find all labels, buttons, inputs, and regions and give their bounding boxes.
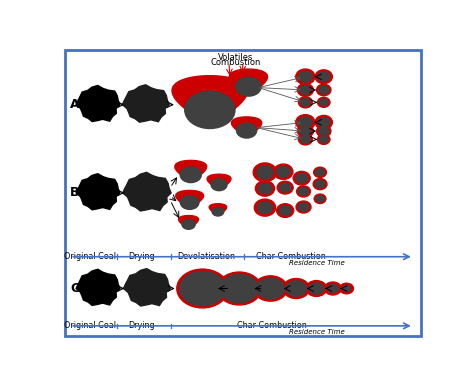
Ellipse shape [180,167,201,183]
Text: Char Combustion: Char Combustion [237,321,307,330]
Circle shape [296,173,308,183]
Circle shape [253,163,277,182]
Circle shape [318,118,330,127]
Text: Char Combustion: Char Combustion [256,252,326,261]
Ellipse shape [220,274,258,303]
Circle shape [317,125,331,137]
Ellipse shape [185,91,235,128]
Ellipse shape [286,281,307,296]
Circle shape [277,181,293,194]
Circle shape [299,134,312,145]
Circle shape [314,167,327,177]
Text: Original Coal: Original Coal [64,321,117,330]
Text: Drying: Drying [128,321,155,330]
Circle shape [257,166,273,179]
Ellipse shape [256,278,284,299]
Polygon shape [122,85,169,122]
Ellipse shape [182,220,195,229]
Ellipse shape [217,272,261,305]
Text: A: A [70,98,80,111]
Circle shape [319,99,328,106]
Circle shape [258,183,272,194]
Text: Combustion: Combustion [210,58,261,67]
Ellipse shape [237,123,256,138]
Ellipse shape [339,283,354,294]
Ellipse shape [343,286,351,291]
Polygon shape [179,215,199,227]
Circle shape [316,169,325,176]
Polygon shape [209,204,227,214]
Text: Original Coal: Original Coal [64,252,117,261]
Circle shape [255,199,275,216]
Circle shape [296,201,311,213]
Ellipse shape [309,283,324,294]
Polygon shape [76,86,120,121]
Polygon shape [172,76,248,121]
Circle shape [297,186,310,197]
Ellipse shape [177,269,228,308]
Circle shape [300,127,311,136]
Ellipse shape [254,276,287,301]
Circle shape [315,115,332,129]
Circle shape [313,178,327,189]
Ellipse shape [211,179,227,191]
Polygon shape [231,117,262,135]
Circle shape [319,86,328,94]
Circle shape [297,125,313,138]
Circle shape [299,71,312,82]
Circle shape [274,164,293,180]
Circle shape [299,97,312,108]
Text: B: B [70,186,80,199]
Text: Residence Time: Residence Time [289,329,344,335]
Text: Devolatisation: Devolatisation [177,252,235,261]
Circle shape [301,136,310,143]
Circle shape [293,172,310,185]
Ellipse shape [306,280,327,296]
Text: Residence Time: Residence Time [289,260,344,266]
Circle shape [318,97,330,107]
Text: Volatiles: Volatiles [218,53,253,62]
Circle shape [301,99,310,106]
Circle shape [280,183,291,192]
Polygon shape [176,190,204,207]
Ellipse shape [325,282,341,295]
Text: Drying: Drying [128,252,155,261]
Circle shape [255,181,274,196]
Ellipse shape [180,272,225,306]
Circle shape [315,70,332,84]
Ellipse shape [328,284,338,293]
Circle shape [319,136,328,143]
Polygon shape [76,269,120,305]
Circle shape [319,127,328,135]
Circle shape [258,202,272,214]
Circle shape [300,86,311,94]
Circle shape [299,188,308,195]
Ellipse shape [212,207,224,216]
Polygon shape [76,174,120,210]
Circle shape [317,84,331,96]
Circle shape [297,84,313,96]
Polygon shape [123,172,171,211]
Polygon shape [123,269,170,306]
Ellipse shape [181,196,199,209]
Polygon shape [207,174,231,188]
Polygon shape [175,160,207,180]
Circle shape [296,69,315,84]
Circle shape [315,180,325,188]
Circle shape [279,206,291,215]
Circle shape [314,194,326,204]
Circle shape [318,72,330,81]
Circle shape [299,117,312,128]
Circle shape [277,167,290,177]
Ellipse shape [283,278,310,298]
Circle shape [316,196,324,202]
Circle shape [299,203,309,211]
Text: C: C [70,282,80,295]
Circle shape [296,115,315,130]
Circle shape [277,204,294,217]
Circle shape [318,134,330,144]
Ellipse shape [236,77,261,96]
Polygon shape [229,69,267,92]
